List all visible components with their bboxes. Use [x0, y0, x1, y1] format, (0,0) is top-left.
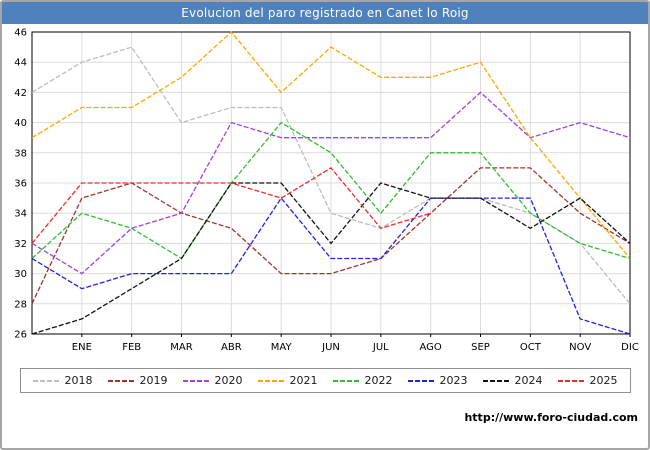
legend-line-2023 — [407, 379, 434, 382]
legend-line-2020 — [182, 379, 209, 382]
legend-line-2022 — [332, 379, 359, 382]
legend-label-2022: 2022 — [364, 374, 393, 387]
series-line-2022 — [31, 121, 631, 260]
legend-label-2023: 2023 — [439, 374, 468, 387]
legend-line-2018 — [32, 379, 59, 382]
legend-line-2024 — [482, 379, 509, 382]
y-tick-label: 44 — [14, 58, 27, 69]
legend-item-2025: 2025 — [557, 374, 618, 387]
legend-line-2019 — [107, 379, 134, 382]
y-tick-label: 32 — [14, 239, 27, 250]
x-tick-label: JUN — [321, 342, 340, 353]
legend-item-2019: 2019 — [107, 374, 168, 387]
x-tick-label: MAY — [271, 342, 293, 353]
chart-title-bar: Evolucion del paro registrado en Canet l… — [2, 2, 648, 24]
line-chart: 26 28 30 32 34 36 38 40 42 44 46 ENE FEB MAR ABR MAY JUN… — [14, 28, 639, 354]
legend-item-2022: 2022 — [332, 374, 393, 387]
series-line-2024 — [31, 182, 631, 335]
legend-label-2024: 2024 — [514, 374, 543, 387]
y-tick-label: 34 — [14, 209, 27, 220]
y-tick-label: 42 — [14, 88, 27, 99]
footer: http://www.foro-ciudad.com — [2, 411, 648, 424]
legend-item-2020: 2020 — [182, 374, 243, 387]
y-tick-label: 40 — [14, 118, 27, 129]
legend-label-2020: 2020 — [214, 374, 243, 387]
x-tick-label: MAR — [170, 342, 192, 353]
x-tick-label: NOV — [569, 342, 591, 353]
watermark-link[interactable]: http://www.foro-ciudad.com — [464, 411, 638, 424]
series-line-2023 — [31, 197, 631, 335]
x-tick-label: AGO — [420, 342, 442, 353]
y-tick-label: 30 — [14, 269, 27, 280]
y-tick-label: 38 — [14, 148, 27, 159]
series-line-2025 — [31, 167, 431, 244]
y-tick-label: 36 — [14, 179, 27, 190]
x-tick-label: OCT — [520, 342, 542, 353]
x-tick-label: FEB — [122, 342, 141, 353]
y-tick-label: 28 — [14, 299, 27, 310]
x-tick-label: ABR — [221, 342, 242, 353]
legend-box: 2018 2019 2020 2021 2022 2023 2024 2025 — [19, 368, 631, 393]
x-tick-label: SEP — [471, 342, 490, 353]
y-tick-label: 46 — [14, 28, 27, 39]
y-tick-label: 26 — [14, 330, 27, 341]
x-tick-label: ENE — [72, 342, 92, 353]
legend-line-2025 — [557, 379, 584, 382]
legend-label-2021: 2021 — [289, 374, 318, 387]
series-line-2021 — [31, 31, 631, 259]
legend-label-2025: 2025 — [589, 374, 618, 387]
legend-item-2021: 2021 — [257, 374, 318, 387]
legend-item-2023: 2023 — [407, 374, 468, 387]
chart-title: Evolucion del paro registrado en Canet l… — [181, 6, 469, 20]
legend: 2018 2019 2020 2021 2022 2023 2024 2025 — [2, 368, 648, 393]
plot-border — [31, 31, 631, 335]
legend-label-2018: 2018 — [64, 374, 93, 387]
x-tick-label: JUL — [372, 342, 389, 353]
legend-item-2024: 2024 — [482, 374, 543, 387]
x-tick-label: DIC — [621, 342, 639, 353]
legend-label-2019: 2019 — [139, 374, 168, 387]
legend-line-2021 — [257, 379, 284, 382]
legend-item-2018: 2018 — [32, 374, 93, 387]
